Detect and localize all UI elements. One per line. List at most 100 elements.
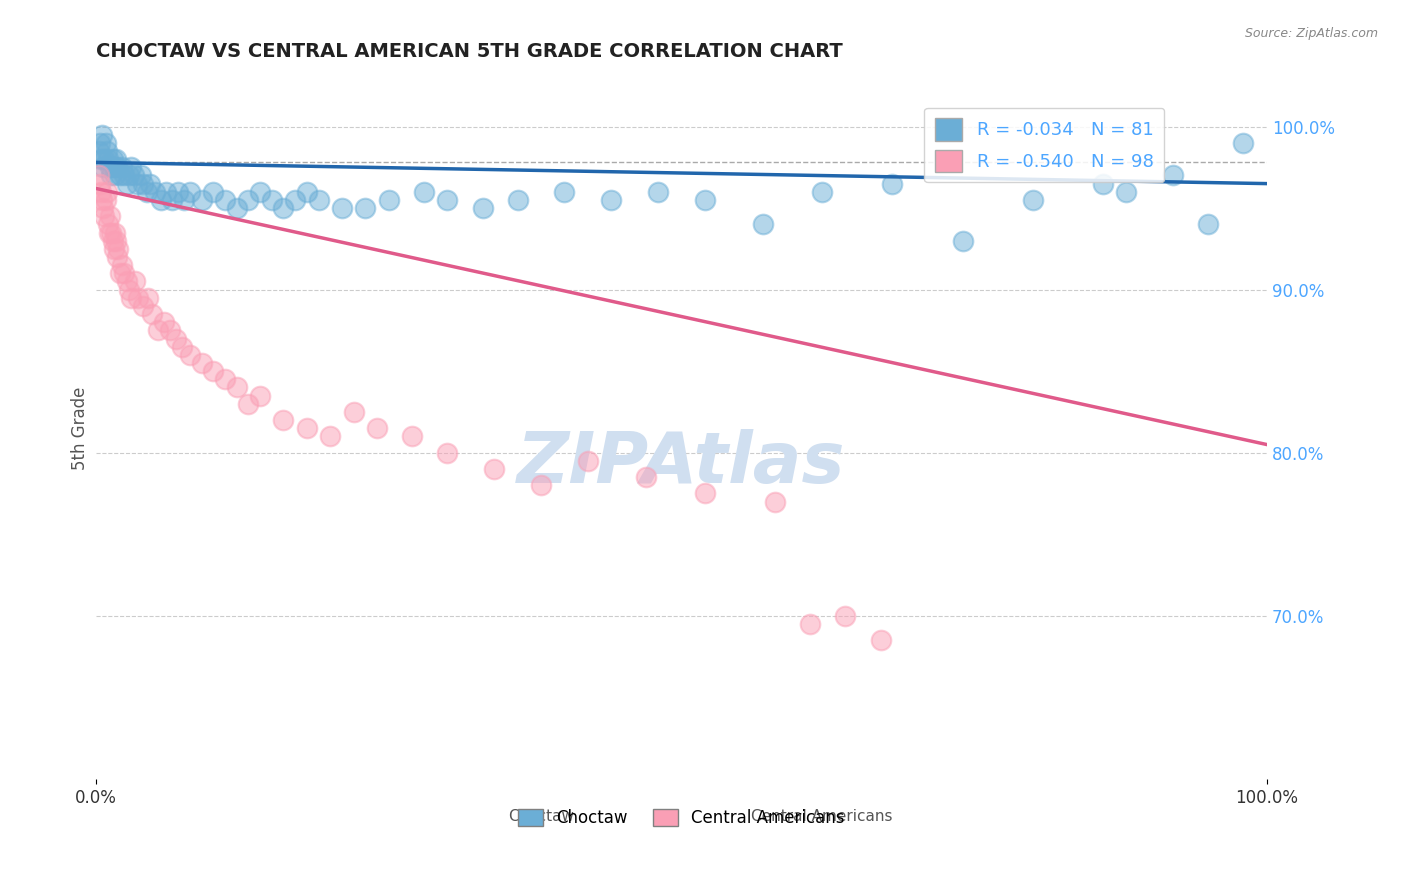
- Point: [141, 307, 163, 321]
- Point: [636, 470, 658, 484]
- Point: [225, 380, 247, 394]
- Point: [89, 136, 111, 150]
- Point: [763, 494, 786, 508]
- Point: [139, 177, 162, 191]
- Point: [91, 193, 114, 207]
- Point: [94, 193, 117, 207]
- Point: [530, 478, 553, 492]
- Point: [882, 177, 904, 191]
- Point: [132, 299, 155, 313]
- Text: ZIPAtlas: ZIPAtlas: [517, 429, 846, 498]
- Point: [100, 169, 122, 183]
- Point: [190, 356, 212, 370]
- Point: [693, 486, 716, 500]
- Point: [834, 608, 856, 623]
- Point: [127, 177, 149, 191]
- Point: [87, 144, 110, 158]
- Point: [132, 177, 155, 191]
- Point: [295, 185, 318, 199]
- Point: [811, 185, 834, 199]
- Point: [89, 177, 111, 191]
- Point: [484, 462, 506, 476]
- Point: [1161, 169, 1184, 183]
- Point: [93, 209, 115, 223]
- Point: [104, 226, 127, 240]
- Point: [170, 340, 193, 354]
- Point: [87, 169, 110, 183]
- Point: [97, 152, 120, 166]
- Point: [143, 185, 166, 199]
- Point: [96, 144, 118, 158]
- Point: [96, 185, 118, 199]
- Point: [94, 136, 117, 150]
- Point: [1022, 193, 1045, 207]
- Point: [105, 152, 128, 166]
- Point: [149, 193, 172, 207]
- Point: [1115, 185, 1137, 199]
- Point: [105, 250, 128, 264]
- Point: [108, 266, 131, 280]
- Point: [600, 193, 623, 207]
- Point: [124, 275, 146, 289]
- Point: [97, 218, 120, 232]
- Point: [135, 185, 157, 199]
- Point: [401, 429, 423, 443]
- Point: [111, 161, 134, 175]
- Point: [1197, 218, 1219, 232]
- Point: [105, 161, 128, 175]
- Text: CHOCTAW VS CENTRAL AMERICAN 5TH GRADE CORRELATION CHART: CHOCTAW VS CENTRAL AMERICAN 5TH GRADE CO…: [96, 42, 844, 61]
- Point: [436, 193, 458, 207]
- Point: [273, 201, 295, 215]
- Text: Choctaw: Choctaw: [508, 809, 574, 824]
- Point: [91, 128, 114, 142]
- Point: [319, 429, 342, 443]
- Point: [107, 242, 129, 256]
- Point: [553, 185, 575, 199]
- Point: [127, 291, 149, 305]
- Point: [105, 234, 128, 248]
- Point: [378, 193, 401, 207]
- Point: [115, 275, 138, 289]
- Point: [120, 291, 142, 305]
- Point: [101, 152, 124, 166]
- Y-axis label: 5th Grade: 5th Grade: [72, 386, 89, 470]
- Point: [173, 193, 195, 207]
- Point: [155, 185, 177, 199]
- Point: [366, 421, 388, 435]
- Point: [506, 193, 529, 207]
- Point: [647, 185, 669, 199]
- Point: [214, 372, 236, 386]
- Point: [165, 332, 187, 346]
- Point: [98, 209, 121, 223]
- Point: [202, 185, 225, 199]
- Point: [115, 177, 138, 191]
- Point: [98, 161, 121, 175]
- Point: [129, 169, 152, 183]
- Point: [1091, 177, 1114, 191]
- Point: [179, 185, 201, 199]
- Legend: Choctaw, Central Americans: Choctaw, Central Americans: [512, 802, 852, 834]
- Point: [91, 161, 114, 175]
- Point: [413, 185, 436, 199]
- Point: [90, 185, 112, 199]
- Point: [249, 185, 271, 199]
- Point: [214, 193, 236, 207]
- Point: [752, 218, 775, 232]
- Point: [202, 364, 225, 378]
- Point: [238, 397, 260, 411]
- Point: [295, 421, 318, 435]
- Point: [343, 405, 366, 419]
- Point: [284, 193, 307, 207]
- Point: [153, 315, 176, 329]
- Point: [112, 169, 135, 183]
- Point: [93, 152, 115, 166]
- Point: [273, 413, 295, 427]
- Point: [162, 193, 184, 207]
- Point: [100, 226, 122, 240]
- Point: [260, 193, 283, 207]
- Point: [108, 169, 131, 183]
- Point: [91, 201, 114, 215]
- Point: [167, 185, 190, 199]
- Point: [98, 226, 121, 240]
- Point: [120, 161, 142, 175]
